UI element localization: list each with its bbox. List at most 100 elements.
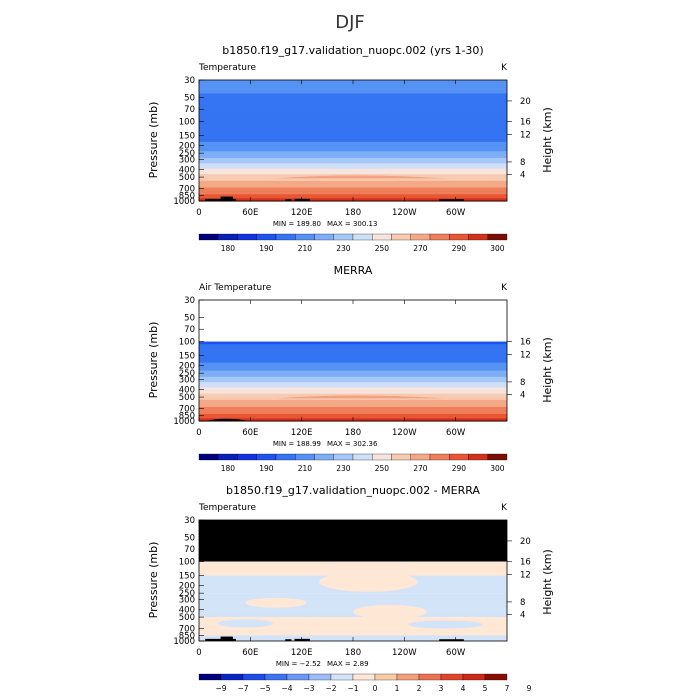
- colorbar-swatch: [198, 673, 222, 681]
- colorbar-swatch: [330, 673, 354, 681]
- heatmap-band: [199, 85, 507, 88]
- heatmap-band: [199, 390, 507, 393]
- height-tick-label: 4: [520, 390, 525, 400]
- heatmap-band: [199, 347, 507, 350]
- colorbar-swatch: [237, 233, 257, 241]
- colorbar-label: −3: [303, 684, 314, 693]
- height-tick-label: 4: [520, 170, 525, 180]
- difference-patch: [408, 620, 483, 629]
- difference-band: [199, 617, 507, 629]
- colorbar-label: 270: [413, 244, 428, 253]
- colorbar-swatch: [374, 673, 398, 681]
- colorbar-swatch: [264, 673, 288, 681]
- x-tick-label: 0: [196, 428, 201, 438]
- colorbar-label: 1: [395, 684, 400, 693]
- heatmap-band: [199, 390, 507, 392]
- warm-bulge: [276, 175, 446, 179]
- colorbar-label: 250: [375, 244, 390, 253]
- heatmap-band: [199, 341, 507, 344]
- heatmap-band: [199, 391, 507, 394]
- y-tick-label: 150: [179, 352, 195, 362]
- x-tick-label: 60E: [242, 208, 258, 218]
- heatmap-band: [199, 414, 507, 417]
- height-tick-label: 20: [520, 537, 531, 547]
- heatmap-band: [199, 368, 507, 370]
- missing-region: [199, 520, 507, 562]
- max-label: MAX = 300.13: [327, 220, 377, 228]
- height-tick-label: 8: [520, 378, 525, 388]
- colorbar-label: 190: [259, 464, 274, 473]
- heatmap-band: [199, 120, 507, 123]
- heatmap-band: [199, 386, 507, 389]
- heatmap-band: [199, 407, 507, 410]
- y-tick-label: 1000: [173, 197, 195, 207]
- x-tick-label: 60W: [446, 648, 466, 658]
- heatmap-band: [199, 143, 507, 146]
- colorbar-swatch: [242, 673, 266, 681]
- heatmap-band: [199, 401, 507, 404]
- heatmap-band: [199, 345, 507, 348]
- heatmap-band: [199, 405, 507, 407]
- y-tick-label: 700: [179, 185, 195, 195]
- colorbar-swatch: [487, 453, 508, 461]
- heatmap-band: [199, 184, 507, 187]
- heatmap-band: [199, 367, 507, 369]
- heatmap-band: [199, 376, 507, 379]
- heatmap-band: [199, 358, 507, 360]
- colorbar-label: 180: [221, 244, 236, 253]
- height-tick-label: 4: [520, 610, 525, 620]
- colorbar-swatch: [410, 233, 431, 241]
- y-axis-right-label: Height (km): [541, 107, 554, 173]
- colorbar-label: 180: [221, 464, 236, 473]
- heatmap-band: [199, 106, 507, 109]
- heatmap-band: [199, 186, 507, 189]
- heatmap-band: [199, 183, 507, 186]
- x-tick-label: 0: [196, 648, 201, 658]
- heatmap-band: [199, 152, 507, 155]
- heatmap-band: [199, 109, 507, 112]
- heatmap-band: [199, 380, 507, 382]
- heatmap-band: [199, 409, 507, 412]
- heatmap-band: [199, 179, 507, 182]
- colorbar-label: 190: [259, 244, 274, 253]
- y-tick-label: 30: [184, 296, 195, 306]
- heatmap-band: [199, 100, 507, 103]
- heatmap-band: [199, 360, 507, 363]
- y-tick-label: 400: [179, 605, 195, 615]
- heatmap-band: [199, 392, 507, 395]
- colorbar-swatch: [418, 673, 442, 681]
- y-tick-label: 200: [179, 361, 195, 371]
- x-tick-label: 60W: [446, 208, 466, 218]
- min-label: MIN = 189.80: [273, 220, 321, 228]
- heatmap-band: [199, 102, 507, 105]
- x-tick-label: 120W: [392, 428, 417, 438]
- colorbar-swatch: [391, 453, 411, 461]
- heatmap-band: [199, 84, 507, 86]
- units-label: K: [501, 503, 508, 513]
- heatmap-band: [199, 355, 507, 358]
- y-tick-label: 1000: [173, 417, 195, 427]
- colorbar-swatch: [429, 233, 450, 241]
- y-axis-right-label: Height (km): [541, 549, 554, 615]
- y-tick-label: 1000: [173, 637, 195, 647]
- heatmap-band: [199, 384, 507, 387]
- heatmap-band: [199, 383, 507, 385]
- heatmap-band: [199, 351, 507, 353]
- colorbar-swatch: [468, 453, 488, 461]
- y-tick-label: 200: [179, 581, 195, 591]
- topography: [220, 636, 233, 641]
- heatmap-band: [199, 353, 507, 355]
- colorbar-label: 0: [373, 684, 378, 693]
- y-axis-label: Pressure (mb): [147, 542, 160, 619]
- heatmap-band: [199, 356, 507, 359]
- colorbar-label: 7: [505, 684, 510, 693]
- heatmap-band: [199, 170, 507, 173]
- y-tick-label: 50: [184, 534, 195, 544]
- heatmap-band: [199, 159, 507, 162]
- heatmap-band: [199, 163, 507, 166]
- y-axis-label: Pressure (mb): [147, 322, 160, 399]
- y-tick-label: 30: [184, 76, 195, 86]
- heatmap-band: [199, 127, 507, 129]
- heatmap-band: [199, 368, 507, 371]
